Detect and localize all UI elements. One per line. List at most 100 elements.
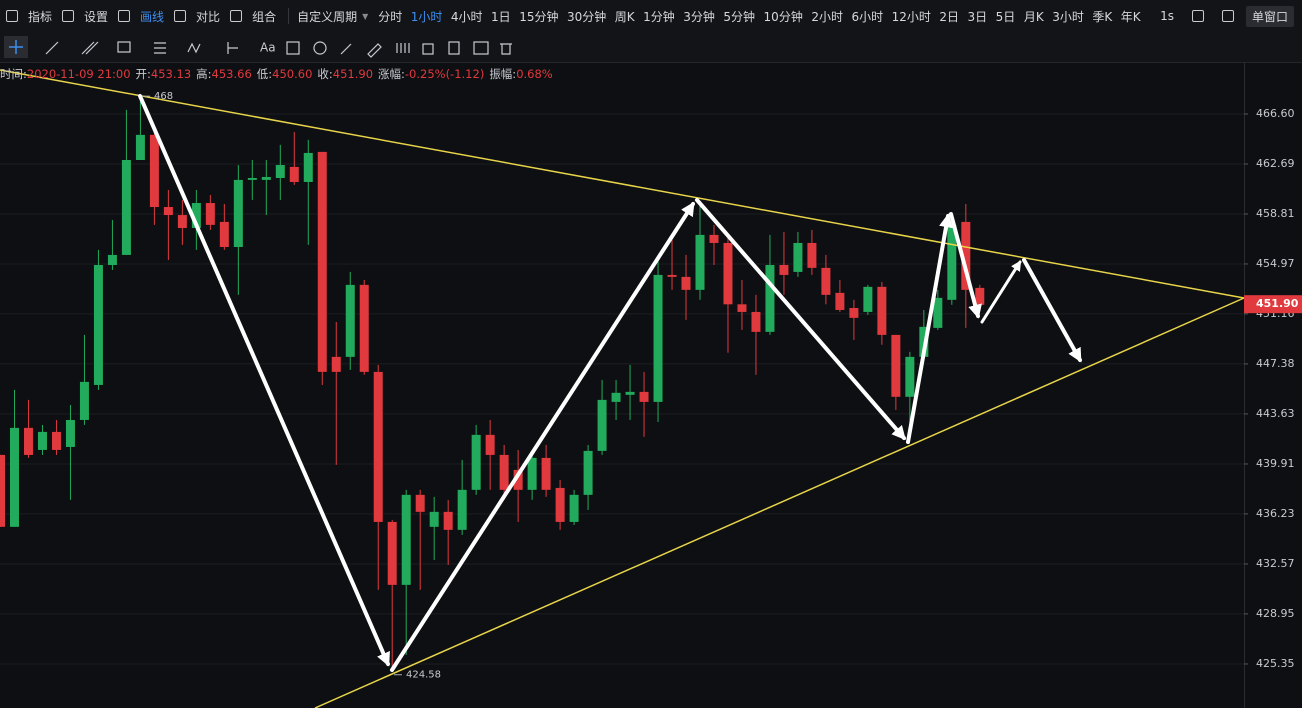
period-button[interactable]: 12小时 [891, 9, 931, 24]
period-button[interactable]: 周K [614, 9, 635, 24]
period-button[interactable]: 5日 [995, 9, 1016, 24]
drawings [0, 69, 1245, 708]
candle-body [359, 284, 369, 372]
fib-icon[interactable] [154, 42, 166, 54]
candle-body [51, 431, 61, 450]
period-button[interactable]: 2日 [939, 9, 960, 24]
screenshot-icon[interactable] [473, 41, 489, 55]
window-icon[interactable] [1221, 10, 1234, 22]
period-button[interactable]: 3分钟 [683, 9, 715, 24]
tools: 指标 设置 画线 对比 组合 [0, 8, 280, 25]
info-value: 0.68% [516, 67, 553, 81]
candle-body [429, 511, 439, 527]
arrow [980, 260, 1022, 324]
tool-icon[interactable] [62, 10, 75, 22]
channel-icon[interactable] [81, 41, 99, 55]
tool-icon[interactable] [174, 10, 187, 22]
info-value: 453.13 [150, 67, 192, 81]
ruler-icon[interactable] [340, 43, 352, 55]
fullscreen-icon[interactable] [1191, 10, 1204, 22]
candle-body [793, 242, 803, 272]
period-button[interactable]: 30分钟 [566, 9, 607, 24]
y-tick-label: 436.23 [1256, 507, 1295, 520]
arrow [1022, 258, 1082, 363]
candle-body [191, 203, 201, 229]
tool-icon[interactable] [230, 10, 243, 22]
tool-button[interactable]: 设置 [84, 9, 109, 24]
info-value: 2020-11-09 21:00 [26, 67, 131, 81]
period-button[interactable]: 6小时 [851, 9, 884, 24]
tool-button[interactable]: 指标 [28, 9, 53, 24]
candle-body [681, 276, 691, 290]
candle-body [821, 267, 831, 295]
candle-body [667, 274, 677, 277]
candle-body [695, 234, 705, 290]
candle-body [135, 134, 145, 160]
pen-icon[interactable] [367, 43, 382, 58]
period-button[interactable]: 15分钟 [519, 9, 559, 24]
candle-body [765, 264, 775, 332]
line-icon[interactable] [45, 41, 59, 55]
period-button[interactable]: 5分钟 [723, 9, 756, 24]
candle-body [947, 224, 957, 300]
candle-body [205, 203, 215, 225]
period-button[interactable]: 1分钟 [643, 9, 675, 24]
candle-body [555, 487, 565, 522]
info-label: 收: [317, 67, 333, 81]
period-button[interactable]: 1日 [491, 9, 511, 24]
period-button[interactable]: 分时 [378, 9, 403, 24]
candle-body [625, 391, 635, 395]
separator [288, 8, 290, 24]
candle-body [457, 489, 467, 530]
candle-body [303, 152, 313, 182]
info-value: 451.90 [332, 67, 374, 81]
candle-body [37, 431, 47, 450]
period-button[interactable]: 3日 [967, 9, 988, 24]
candle-body [835, 292, 845, 310]
candle-body [443, 511, 453, 530]
tool-button[interactable]: 画线 [140, 9, 165, 24]
lock-icon[interactable] [422, 43, 434, 55]
arrow [906, 213, 953, 444]
period-button[interactable]: 季K [1092, 9, 1113, 24]
period-button[interactable]: 年K [1120, 9, 1141, 24]
window-select[interactable]: 单窗口 [1245, 5, 1294, 27]
y-tick-label: 425.35 [1256, 657, 1295, 670]
tool-icon[interactable] [313, 41, 327, 55]
candle-body [275, 164, 285, 178]
candle-body [219, 221, 229, 247]
crosshair-icon[interactable] [9, 40, 23, 54]
candle-body [863, 286, 873, 312]
period-button[interactable]: 10分钟 [763, 9, 803, 24]
info-label: 涨幅: [378, 67, 405, 81]
delete-icon[interactable] [500, 43, 512, 55]
candle-body [541, 457, 551, 490]
tool-icon[interactable] [286, 41, 300, 55]
tool-icon[interactable] [6, 10, 18, 22]
wave-icon[interactable] [187, 42, 201, 54]
measure-icon[interactable] [227, 42, 238, 54]
candle-body [177, 215, 187, 229]
tool-icon[interactable] [118, 10, 131, 22]
copy-icon[interactable] [448, 41, 460, 55]
info-value: -0.25%(-1.12) [404, 67, 485, 81]
candle-body [597, 399, 607, 451]
candle-body [933, 297, 943, 328]
period-button[interactable]: 3小时 [1052, 9, 1084, 24]
period-menu[interactable]: 自定义周期 [297, 9, 358, 24]
rect-icon[interactable] [117, 41, 131, 53]
period-button[interactable]: 1小时 [410, 9, 443, 24]
info-label: 高: [196, 67, 212, 81]
period-button[interactable]: 月K [1023, 9, 1044, 24]
y-tick-label: 454.97 [1256, 257, 1295, 270]
arrow [138, 94, 390, 667]
period-button[interactable]: 2小时 [811, 9, 843, 24]
text-tool[interactable]: Aa [260, 41, 276, 55]
candle-body [891, 334, 901, 397]
refresh[interactable]: 1s [1160, 9, 1174, 23]
candle-icon[interactable] [396, 43, 410, 53]
dropdown-caret: ▼ [362, 11, 369, 21]
period-button[interactable]: 4小时 [450, 9, 483, 24]
tool-button[interactable]: 对比 [196, 9, 221, 24]
tool-button[interactable]: 组合 [252, 9, 277, 24]
